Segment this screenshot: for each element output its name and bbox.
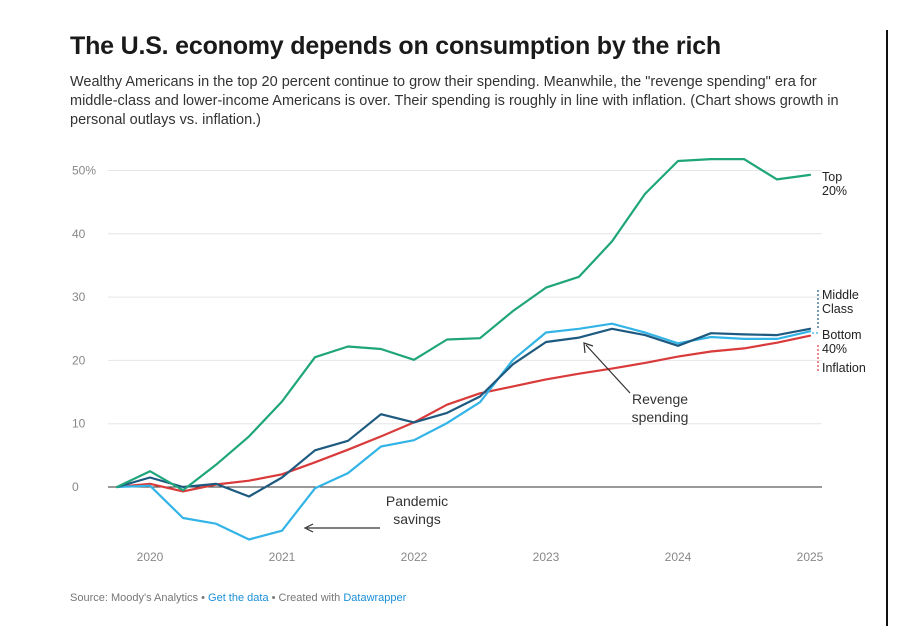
window-edge [886,30,888,626]
series-label: Middle [822,288,859,302]
annotation-text: Revenge [632,391,688,407]
chart-subtitle: Wealthy Americans in the top 20 percent … [70,74,839,128]
chart-title: The U.S. economy depends on consumption … [70,32,721,60]
annotation-text: Pandemic [386,493,448,509]
annotation-text: savings [393,511,440,527]
source-text: Source: Moody's Analytics [70,592,199,604]
y-tick-label: 0 [72,480,79,494]
series-label: 20% [822,184,847,198]
x-tick-label: 2020 [137,550,164,564]
x-tick-label: 2023 [533,550,560,564]
x-tick-label: 2021 [269,550,296,564]
series-label: Inflation [822,361,866,375]
footer-separator: • [198,592,209,604]
get-data-link[interactable]: Get the data [208,592,269,604]
series-label: Top [822,170,842,184]
y-tick-label: 10 [72,417,86,431]
annotation-text: spending [632,409,689,425]
y-tick-label: 20 [72,353,86,367]
series-label: Class [822,302,853,316]
series-line-top-20- [115,158,812,492]
footer-separator: • Created with [268,592,344,604]
arrow-head-icon [583,342,594,354]
annotations: Pandemic savings Revenge spending [303,342,689,533]
annotation-arrow [585,344,631,394]
series-line-middle-class [115,327,812,498]
y-tick-label: 30 [72,290,86,304]
chart-footer: Source: Moody's Analytics • Get the data… [70,592,406,604]
arrow-head-icon [303,523,314,533]
y-tick-label: 50% [72,164,96,178]
series-line-bottom-40- [115,322,812,541]
y-tick-label: 40 [72,227,86,241]
series-lines [115,158,812,541]
datawrapper-link[interactable]: Datawrapper [343,592,407,604]
axes: 0 10 20 30 40 50% 2020 2021 2022 2023 2024 2025 [72,164,824,565]
x-tick-label: 2024 [665,550,692,564]
x-tick-label: 2022 [401,550,428,564]
series-line-inflation [115,334,812,493]
x-tick-label: 2025 [797,550,824,564]
series-label: 40% [822,342,847,356]
gridlines [108,170,822,425]
series-label: Bottom [822,328,862,342]
